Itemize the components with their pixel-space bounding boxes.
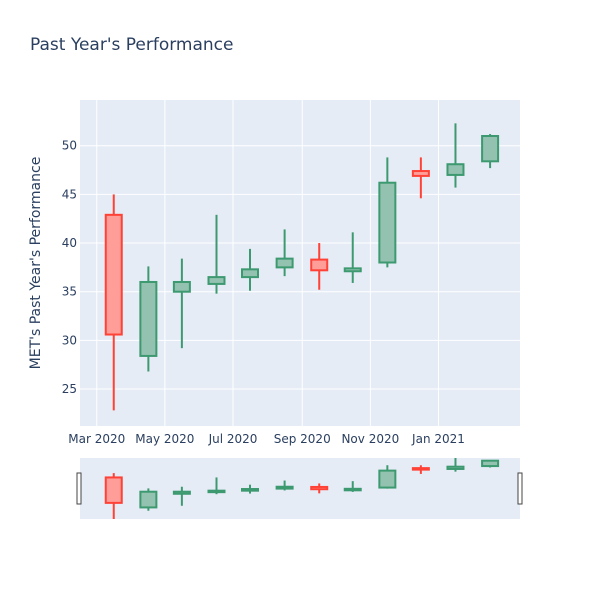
y-axis-title: MET's Past Year's Performance [28, 157, 44, 370]
candle-increasing [275, 229, 294, 277]
candle-increasing [240, 248, 259, 291]
candle-body [343, 267, 362, 273]
candle-increasing [446, 123, 465, 188]
candles [104, 123, 500, 411]
x-axis-ticks: Mar 2020 May 2020 Jul 2020 Sep 2020 Nov 2020… [68, 432, 465, 446]
candle-decreasing [104, 194, 123, 411]
candle-body [378, 181, 397, 264]
candle-body [275, 257, 294, 269]
mini-candle-body [446, 465, 465, 470]
mini-candle-decreasing [104, 473, 123, 519]
x-gridlines [96, 100, 439, 426]
mini-candle-increasing [446, 458, 465, 472]
candle-body [310, 258, 329, 272]
mini-candle-increasing [207, 477, 226, 495]
mini-candle-body [275, 485, 294, 490]
mini-candle-increasing [481, 459, 500, 468]
mini-candle-body [310, 485, 329, 491]
plot-area [80, 100, 520, 426]
x-tick-label: Jul 2020 [208, 432, 258, 446]
candle-increasing [343, 232, 362, 283]
candle-decreasing [411, 157, 430, 199]
mini-candle-decreasing [310, 483, 329, 494]
candle-increasing [207, 214, 226, 294]
y-axis-ticks: 25 30 35 40 45 50 [62, 139, 77, 396]
mini-candle-body [207, 489, 226, 494]
range-slider-candles [104, 458, 500, 519]
mini-candle-body [104, 476, 123, 504]
mini-candle-increasing [275, 480, 294, 491]
x-tick-label: Sep 2020 [274, 432, 331, 446]
candle-body [240, 268, 259, 279]
y-tick-label: 30 [62, 333, 77, 347]
x-tick-label: May 2020 [135, 432, 194, 446]
candle-increasing [139, 266, 158, 372]
mini-candle-body [240, 488, 259, 492]
mini-candle-body [411, 467, 430, 471]
candle-body [172, 280, 191, 293]
candle-decreasing [310, 243, 329, 290]
mini-candle-increasing [172, 486, 191, 506]
mini-candle-increasing [240, 484, 259, 494]
range-slider-handle-left[interactable] [76, 472, 82, 505]
mini-candle-body [139, 490, 158, 509]
chart-title: Past Year's Performance [30, 35, 234, 55]
candle-body [411, 170, 430, 177]
x-tick-label: Jan 2021 [411, 432, 465, 446]
range-slider-handle-right[interactable] [517, 472, 523, 505]
mini-candle-body [172, 490, 191, 495]
candle-body [139, 280, 158, 357]
candle-body [104, 213, 123, 336]
mini-candle-body [343, 487, 362, 492]
candle-body [446, 163, 465, 176]
y-tick-label: 50 [62, 139, 77, 153]
candle-body [207, 276, 226, 285]
mini-candle-body [481, 459, 500, 468]
candle-increasing [481, 134, 500, 169]
y-tick-label: 45 [62, 187, 77, 201]
x-tick-label: Mar 2020 [68, 432, 125, 446]
y-tick-label: 40 [62, 236, 77, 250]
y-tick-label: 25 [62, 382, 77, 396]
mini-candle-decreasing [411, 465, 430, 474]
mini-candle-body [378, 469, 397, 489]
candle-increasing [378, 157, 397, 268]
candle-increasing [172, 258, 191, 349]
mini-candle-increasing [343, 481, 362, 492]
x-tick-label: Nov 2020 [341, 432, 399, 446]
candle-body [481, 135, 500, 163]
mini-candle-increasing [378, 465, 397, 489]
y-tick-label: 35 [62, 285, 77, 299]
mini-candle-increasing [139, 488, 158, 511]
